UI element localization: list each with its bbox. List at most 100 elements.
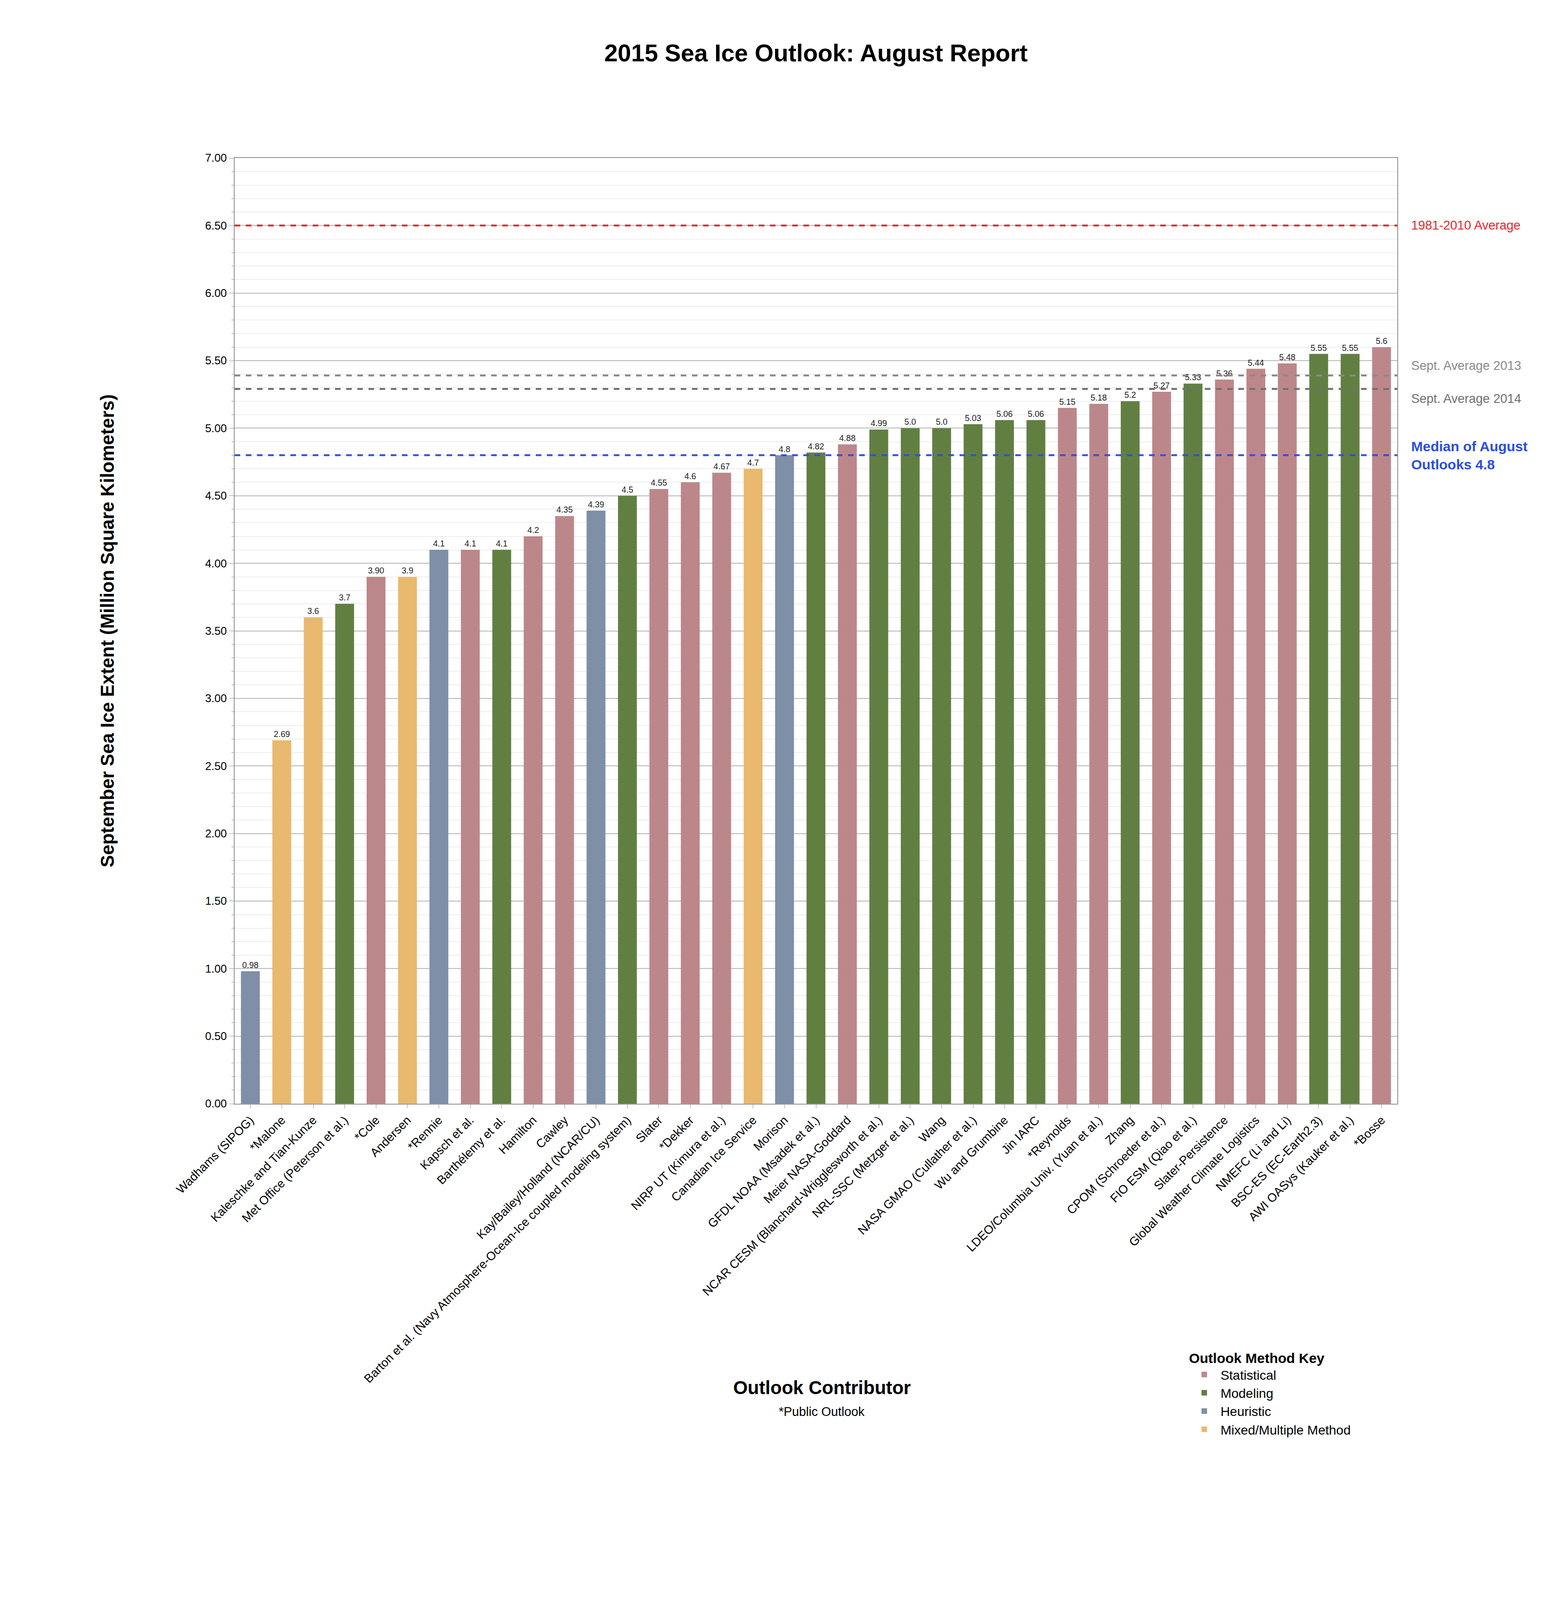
svg-text:5.2: 5.2 [1124, 390, 1137, 400]
svg-text:4.55: 4.55 [650, 478, 667, 488]
svg-text:Kaleschke and Tian-Kunze: Kaleschke and Tian-Kunze [208, 1112, 320, 1225]
svg-text:5.44: 5.44 [1247, 358, 1264, 368]
svg-text:AWI OASys (Kauker et al.): AWI OASys (Kauker et al.) [1245, 1112, 1357, 1224]
svg-text:5.48: 5.48 [1279, 352, 1296, 362]
svg-text:5.50: 5.50 [204, 354, 227, 367]
svg-text:Wang: Wang [915, 1112, 948, 1145]
svg-text:4.39: 4.39 [587, 499, 605, 510]
svg-text:4.8: 4.8 [778, 444, 791, 454]
svg-text:Modeling: Modeling [1220, 1386, 1274, 1401]
svg-text:Median of AugustOutlooks 4.8: Median of AugustOutlooks 4.8 [1411, 438, 1528, 473]
svg-text:5.36: 5.36 [1216, 368, 1233, 379]
svg-text:Wadhams (SIPOG): Wadhams (SIPOG) [173, 1112, 257, 1197]
svg-text:Mixed/Multiple Method: Mixed/Multiple Method [1220, 1422, 1351, 1438]
svg-text:GFDL NOAA (Msadek et al.): GFDL NOAA (Msadek et al.) [704, 1112, 822, 1230]
svg-text:4.7: 4.7 [747, 458, 759, 468]
svg-text:Sept. Average 2014: Sept. Average 2014 [1411, 391, 1522, 406]
svg-text:LDEO/Columbia Univ. (Yuan et a: LDEO/Columbia Univ. (Yuan et al.) [963, 1112, 1105, 1255]
svg-text:1.50: 1.50 [204, 894, 227, 908]
svg-text:4.2: 4.2 [527, 525, 540, 535]
svg-text:*Reynolds: *Reynolds [1024, 1112, 1074, 1162]
svg-text:1981-2010 Average: 1981-2010 Average [1411, 218, 1521, 233]
svg-text:Canadian Ice Service: Canadian Ice Service [668, 1112, 760, 1204]
svg-text:*Rennie: *Rennie [404, 1112, 446, 1154]
svg-text:*Public Outlook: *Public Outlook [778, 1404, 865, 1419]
svg-text:5.0: 5.0 [935, 417, 948, 427]
svg-text:0.50: 0.50 [204, 1029, 227, 1043]
svg-text:4.99: 4.99 [870, 418, 888, 428]
svg-text:FIO ESM (Qiao et al.): FIO ESM (Qiao et al.) [1107, 1112, 1200, 1205]
svg-text:5.06: 5.06 [996, 409, 1013, 419]
svg-text:Outlook Method Key: Outlook Method Key [1189, 1350, 1325, 1366]
svg-text:3.90: 3.90 [368, 565, 385, 576]
svg-text:Global Weather Climate Logisti: Global Weather Climate Logistics [1125, 1112, 1263, 1250]
svg-text:Outlook Contributor: Outlook Contributor [733, 1377, 911, 1398]
svg-text:4.1: 4.1 [495, 539, 508, 549]
svg-text:5.15: 5.15 [1058, 397, 1076, 407]
svg-text:4.82: 4.82 [807, 441, 824, 452]
svg-text:5.55: 5.55 [1341, 343, 1359, 353]
svg-text:4.1: 4.1 [464, 539, 477, 549]
svg-text:NCAR CESM (Blanchard-Wrigglesw: NCAR CESM (Blanchard-Wrigglesworth et al… [699, 1112, 886, 1299]
svg-text:2015 Sea Ice Outlook: August R: 2015 Sea Ice Outlook: August Report [604, 39, 1028, 67]
svg-text:BSC-ES (EC-Earth2.3): BSC-ES (EC-Earth2.3) [1228, 1112, 1325, 1210]
svg-text:5.0: 5.0 [904, 417, 916, 427]
svg-text:Sept. Average 2013: Sept. Average 2013 [1411, 358, 1522, 373]
svg-text:0.98: 0.98 [242, 960, 259, 970]
svg-text:5.18: 5.18 [1090, 393, 1107, 403]
svg-text:5.03: 5.03 [965, 413, 982, 423]
svg-text:5.55: 5.55 [1310, 343, 1327, 353]
svg-text:0.00: 0.00 [204, 1097, 227, 1110]
svg-text:3.00: 3.00 [204, 691, 227, 705]
svg-text:September Sea Ice Extent (Mill: September Sea Ice Extent (Million Square… [97, 394, 118, 868]
svg-text:Andersen: Andersen [367, 1112, 414, 1160]
svg-text:3.50: 3.50 [204, 624, 227, 638]
svg-text:5.6: 5.6 [1375, 336, 1388, 346]
svg-text:5.27: 5.27 [1153, 381, 1170, 391]
svg-text:NIRP UT (Kimura et al.): NIRP UT (Kimura et al.) [628, 1112, 729, 1213]
svg-text:2.50: 2.50 [204, 759, 227, 773]
svg-text:*Cole: *Cole [351, 1112, 383, 1144]
svg-text:Cawley: Cawley [532, 1112, 571, 1151]
svg-text:4.50: 4.50 [204, 489, 227, 502]
svg-text:*Dekker: *Dekker [656, 1112, 697, 1154]
svg-text:4.6: 4.6 [684, 471, 697, 481]
svg-text:4.88: 4.88 [839, 433, 856, 443]
svg-text:2.69: 2.69 [273, 729, 290, 739]
svg-text:5.06: 5.06 [1027, 409, 1045, 419]
svg-text:Jin IARC: Jin IARC [998, 1112, 1043, 1157]
svg-text:*Malone: *Malone [246, 1112, 289, 1155]
svg-text:CPOM (Schroeder et al.): CPOM (Schroeder et al.) [1064, 1112, 1169, 1217]
svg-text:*Bosse: *Bosse [1350, 1112, 1388, 1150]
svg-text:2.00: 2.00 [204, 827, 227, 840]
svg-text:5.00: 5.00 [204, 421, 227, 435]
svg-text:4.67: 4.67 [713, 461, 730, 472]
svg-text:NASA GMAO (Cullather et al.): NASA GMAO (Cullather et al.) [854, 1112, 980, 1237]
svg-text:Barthélemy et al.: Barthélemy et al. [433, 1112, 508, 1187]
svg-text:4.1: 4.1 [433, 539, 445, 549]
svg-text:3.6: 3.6 [307, 606, 320, 616]
svg-text:Statistical: Statistical [1220, 1367, 1277, 1383]
svg-text:3.7: 3.7 [338, 592, 351, 603]
svg-text:7.00: 7.00 [204, 151, 227, 165]
svg-text:6.50: 6.50 [204, 219, 227, 232]
svg-text:3.9: 3.9 [401, 565, 414, 576]
svg-text:4.5: 4.5 [621, 485, 634, 495]
svg-text:4.35: 4.35 [556, 505, 573, 515]
svg-text:Kay/Bailey/Holland (NCAR/CU): Kay/Bailey/Holland (NCAR/CU) [473, 1112, 603, 1242]
svg-text:Zhang: Zhang [1102, 1112, 1137, 1147]
svg-text:Meier NASA-Goddard: Meier NASA-Goddard [760, 1112, 854, 1206]
svg-text:Heuristic: Heuristic [1220, 1404, 1272, 1419]
svg-text:1.00: 1.00 [204, 962, 227, 975]
svg-text:Slater-Persistence: Slater-Persistence [1150, 1112, 1231, 1193]
svg-text:5.33: 5.33 [1184, 372, 1202, 382]
svg-text:Morison: Morison [750, 1112, 791, 1154]
svg-text:Kapsch et al.: Kapsch et al. [417, 1112, 477, 1173]
svg-text:Wu and Grumbine: Wu and Grumbine [931, 1112, 1011, 1192]
svg-text:NRL-SSC (Metzger et al.): NRL-SSC (Metzger et al.) [809, 1112, 917, 1221]
svg-text:Met Office (Peterson et al.): Met Office (Peterson et al.) [239, 1112, 352, 1225]
svg-text:NMEFC (Li and Li): NMEFC (Li and Li) [1212, 1112, 1294, 1194]
svg-text:Hamilton: Hamilton [495, 1112, 540, 1157]
svg-text:6.00: 6.00 [204, 286, 227, 300]
svg-text:4.00: 4.00 [204, 557, 227, 570]
